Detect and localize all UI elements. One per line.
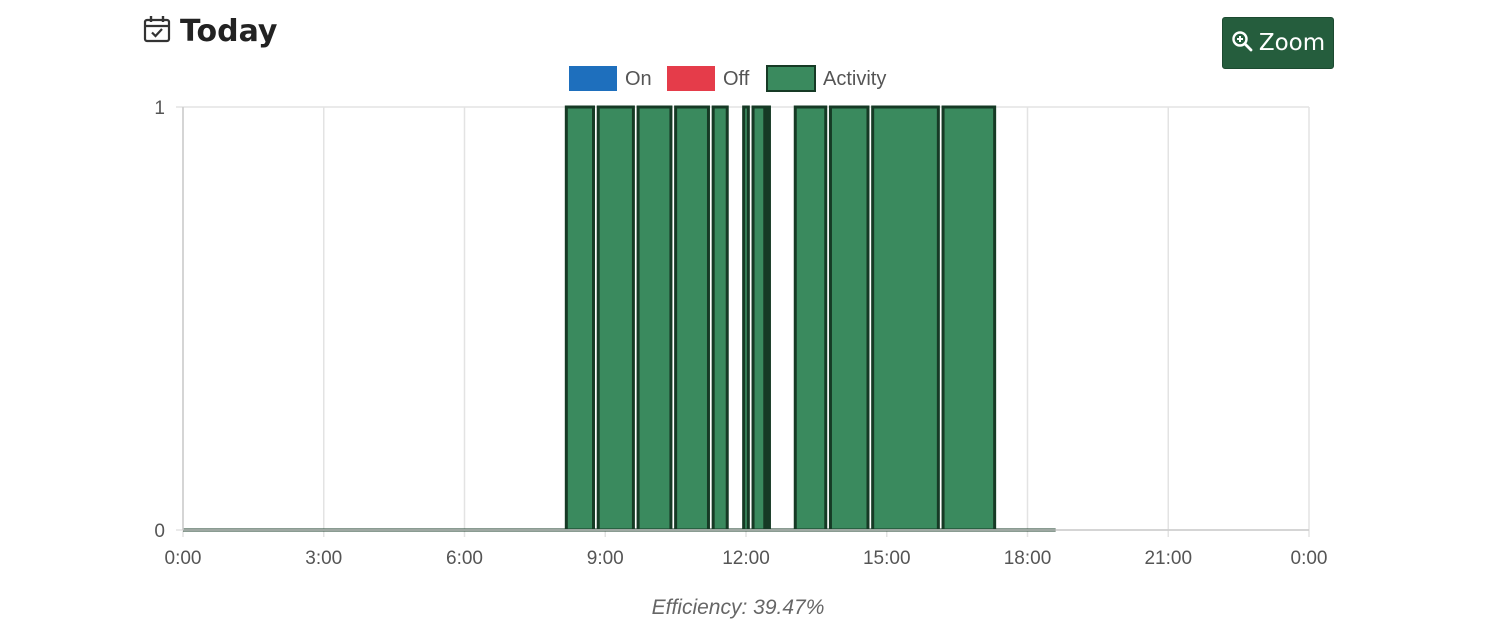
legend-label-off: Off	[723, 68, 750, 90]
zoom-button-label: Zoom	[1258, 30, 1326, 56]
x-tick-label: 9:00	[587, 548, 624, 569]
zoom-button[interactable]: Zoom	[1222, 17, 1334, 69]
x-tick-label: 0:00	[165, 548, 202, 569]
activity-segment	[711, 105, 729, 532]
x-tick-label: 6:00	[446, 548, 483, 569]
legend-label-on: On	[625, 68, 652, 90]
activity-segment	[828, 105, 870, 532]
activity-segment	[793, 105, 828, 532]
activity-segment	[765, 105, 771, 532]
x-tick-label: 21:00	[1144, 548, 1192, 569]
chart-areas	[183, 105, 1056, 532]
activity-segment	[871, 105, 940, 532]
y-tick-label: 0	[154, 521, 165, 542]
zoom-in-icon	[1231, 30, 1253, 57]
chart-legend: On Off Activity	[569, 65, 886, 92]
activity-segment	[941, 105, 997, 532]
activity-segment	[742, 105, 750, 532]
calendar-check-icon	[142, 14, 172, 49]
legend-swatch-off	[667, 66, 715, 91]
x-tick-label: 3:00	[305, 548, 342, 569]
legend-swatch-activity	[766, 65, 816, 92]
legend-swatch-on	[569, 66, 617, 91]
efficiency-text: Efficiency: 39.47%	[651, 596, 825, 619]
x-tick-label: 15:00	[863, 548, 911, 569]
x-tick-label: 0:00	[1291, 548, 1328, 569]
activity-segment	[564, 105, 596, 532]
activity-segment	[636, 105, 673, 532]
activity-segment	[674, 105, 710, 532]
x-tick-label: 12:00	[722, 548, 770, 569]
activity-segment	[751, 105, 767, 532]
y-tick-label: 1	[154, 98, 165, 119]
page-title: Today	[180, 14, 278, 49]
chart-header: Today	[142, 14, 277, 49]
chart-axes: 0:00 3:00 6:00 9:00 12:00 15:00 18:00 21:00 0:00…	[154, 98, 1327, 569]
legend-label-activity: Activity	[823, 68, 886, 90]
activity-segment	[596, 105, 635, 532]
x-tick-label: 18:00	[1004, 548, 1052, 569]
